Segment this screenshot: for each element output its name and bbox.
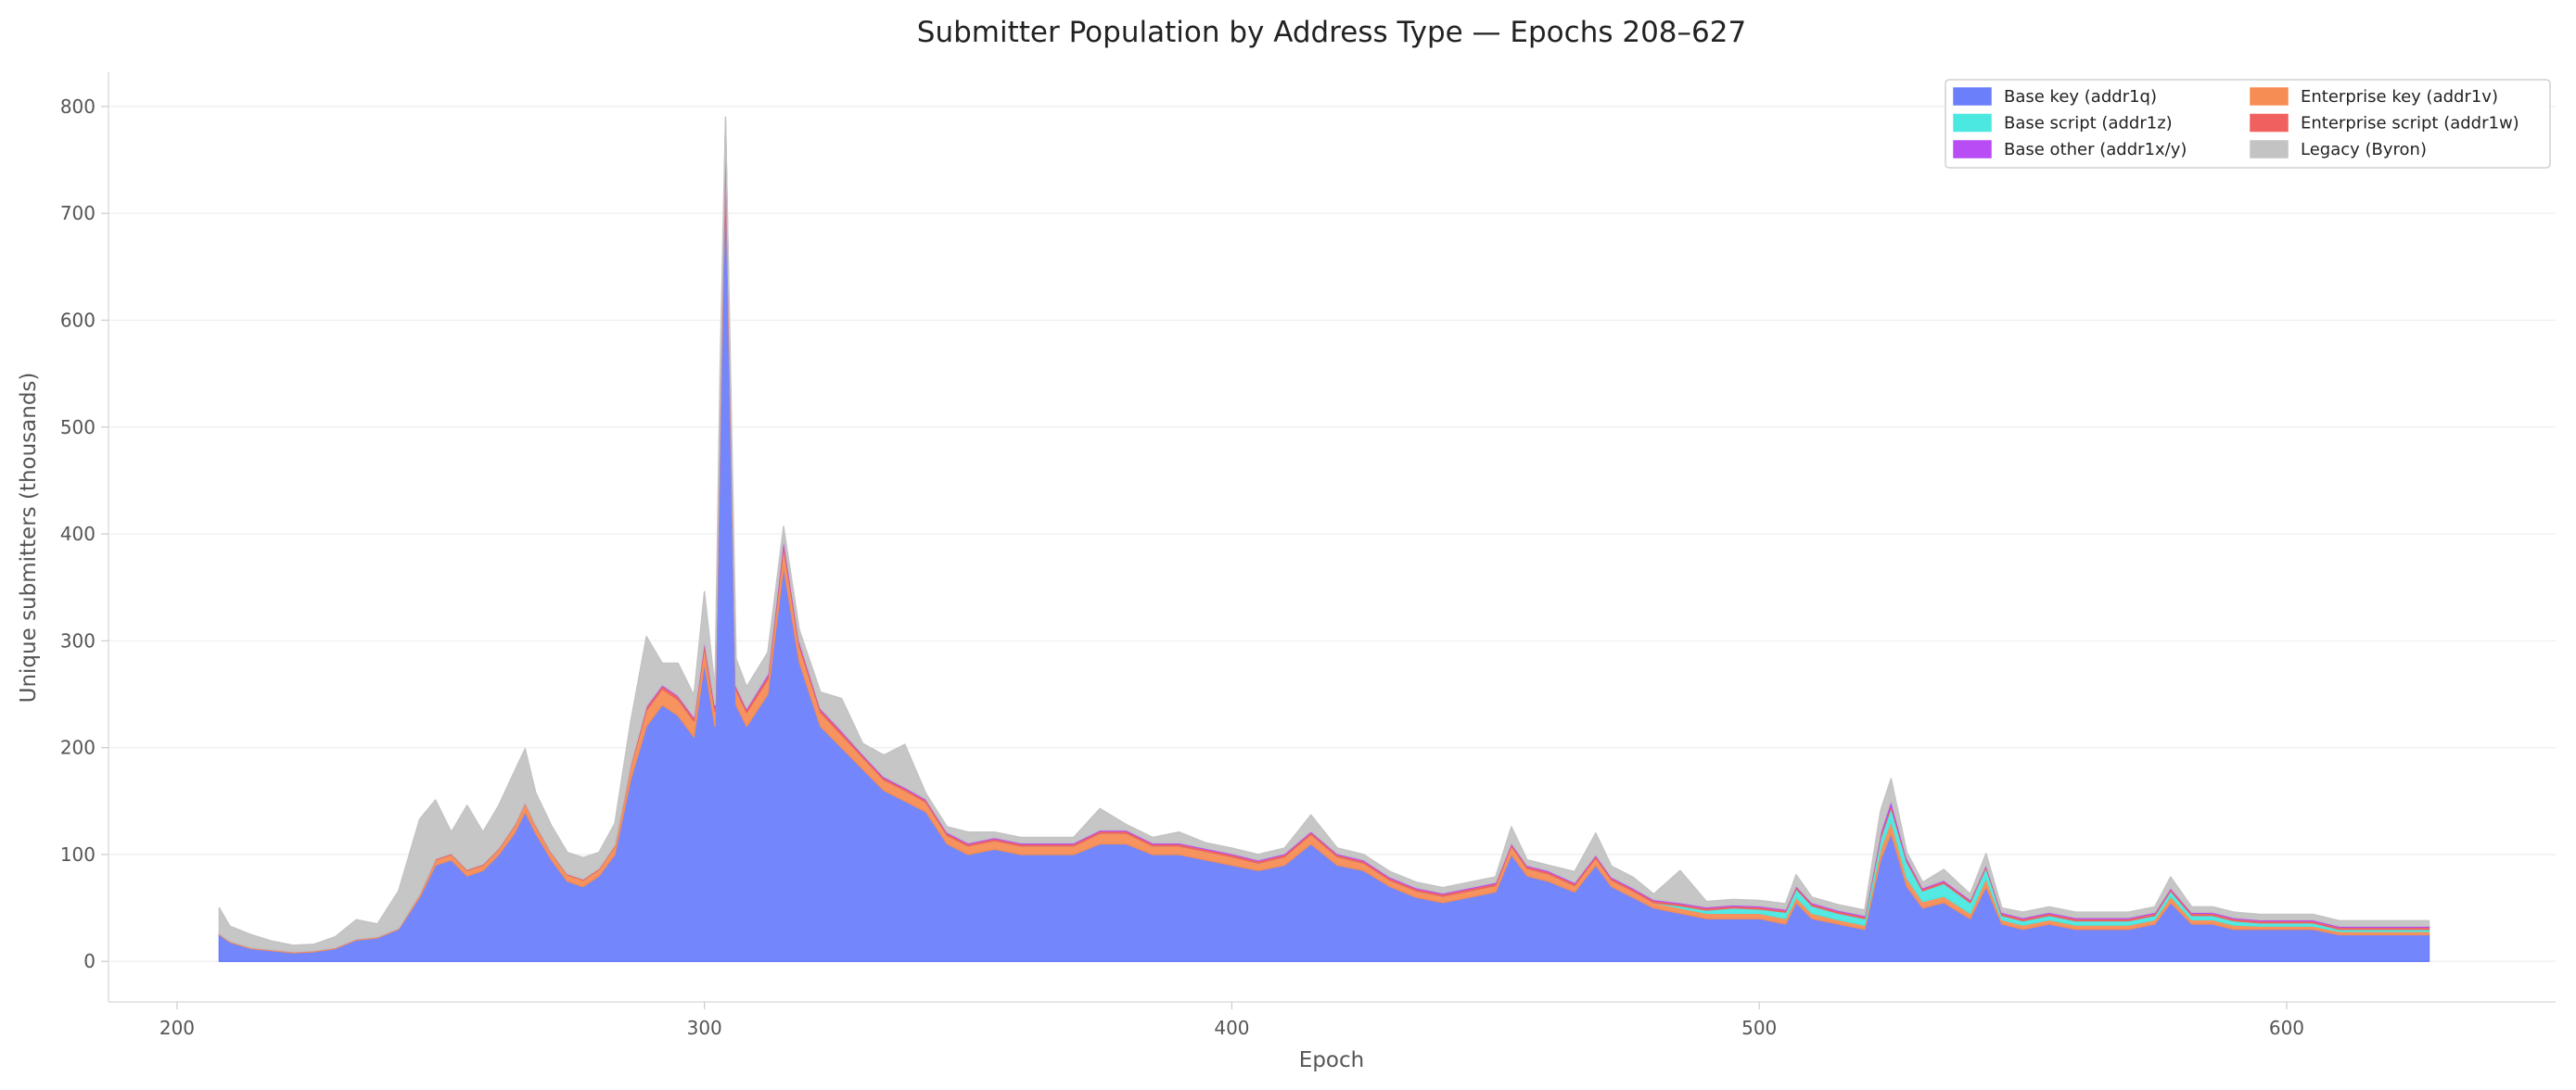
y-axis-label: Unique submitters (thousands) bbox=[17, 373, 41, 703]
y-tick-label: 600 bbox=[60, 309, 96, 331]
x-tick-label: 200 bbox=[159, 1017, 195, 1039]
y-tick-label: 800 bbox=[60, 95, 96, 118]
x-tick-label: 500 bbox=[1741, 1017, 1777, 1039]
y-tick-label: 500 bbox=[60, 416, 96, 438]
legend-label-4: Base other (addr1x/y) bbox=[2004, 140, 2187, 159]
legend-label-0: Base key (addr1q) bbox=[2004, 87, 2157, 107]
x-tick-label: 600 bbox=[2269, 1017, 2304, 1039]
axes bbox=[108, 72, 2556, 1003]
legend-swatch-1 bbox=[2250, 87, 2289, 106]
legend-label-3: Enterprise script (addr1w) bbox=[2301, 114, 2519, 133]
y-tick-label: 300 bbox=[60, 629, 96, 652]
legend-swatch-5 bbox=[2250, 140, 2289, 158]
chart-title: Submitter Population by Address Type — E… bbox=[917, 16, 1746, 49]
legend-label-2: Base script (addr1z) bbox=[2004, 114, 2173, 133]
y-tick-label: 400 bbox=[60, 523, 96, 545]
y-tick-label: 100 bbox=[60, 843, 96, 866]
legend-swatch-2 bbox=[1953, 113, 1992, 133]
legend-box bbox=[1945, 79, 2551, 169]
legend-label-5: Legacy (Byron) bbox=[2301, 140, 2427, 159]
legend-swatch-0 bbox=[1953, 87, 1992, 106]
x-axis-label: Epoch bbox=[1299, 1048, 1364, 1072]
y-tick-label: 200 bbox=[60, 737, 96, 759]
tick-labels: 0 100 200 300 400 500 600 700 800 200 300 400 500 600 bbox=[60, 95, 2304, 1039]
legend: Base key (addr1q) Enterprise key (addr1v)… bbox=[1945, 79, 2551, 169]
area-series-5 bbox=[218, 116, 2430, 953]
stacked-areas bbox=[218, 116, 2430, 962]
legend-swatch-3 bbox=[2250, 113, 2289, 133]
x-tick-label: 300 bbox=[687, 1017, 722, 1039]
y-tick-label: 0 bbox=[83, 950, 96, 972]
x-tick-label: 400 bbox=[1214, 1017, 1249, 1039]
y-tick-label: 700 bbox=[60, 202, 96, 224]
legend-swatch-4 bbox=[1953, 140, 1992, 158]
legend-label-1: Enterprise key (addr1v) bbox=[2301, 87, 2498, 107]
